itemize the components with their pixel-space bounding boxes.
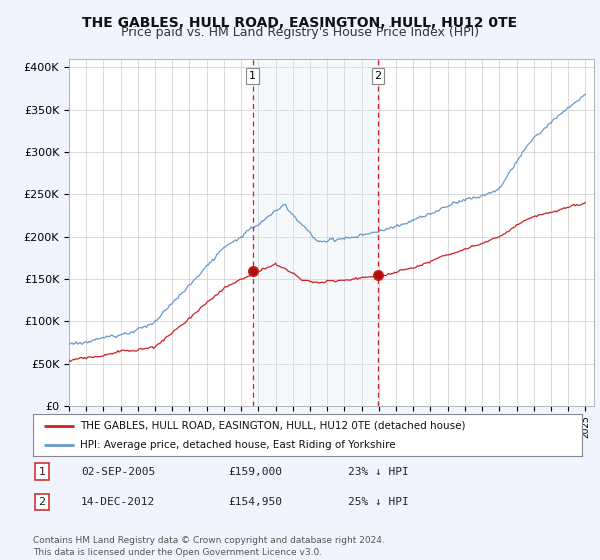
Text: 14-DEC-2012: 14-DEC-2012 — [81, 497, 155, 507]
Text: THE GABLES, HULL ROAD, EASINGTON, HULL, HU12 0TE (detached house): THE GABLES, HULL ROAD, EASINGTON, HULL, … — [80, 421, 465, 431]
Text: Contains HM Land Registry data © Crown copyright and database right 2024.
This d: Contains HM Land Registry data © Crown c… — [33, 536, 385, 557]
Text: 1: 1 — [38, 466, 46, 477]
Text: HPI: Average price, detached house, East Riding of Yorkshire: HPI: Average price, detached house, East… — [80, 440, 395, 450]
Bar — [253, 59, 378, 406]
Text: 2: 2 — [374, 71, 382, 81]
Text: 02-SEP-2005: 02-SEP-2005 — [81, 466, 155, 477]
Text: 25% ↓ HPI: 25% ↓ HPI — [348, 497, 409, 507]
Text: £154,950: £154,950 — [228, 497, 282, 507]
Text: Price paid vs. HM Land Registry's House Price Index (HPI): Price paid vs. HM Land Registry's House … — [121, 26, 479, 39]
Text: THE GABLES, HULL ROAD, EASINGTON, HULL, HU12 0TE: THE GABLES, HULL ROAD, EASINGTON, HULL, … — [82, 16, 518, 30]
Text: £159,000: £159,000 — [228, 466, 282, 477]
Text: 1: 1 — [249, 71, 256, 81]
Text: 2: 2 — [38, 497, 46, 507]
Text: 23% ↓ HPI: 23% ↓ HPI — [348, 466, 409, 477]
